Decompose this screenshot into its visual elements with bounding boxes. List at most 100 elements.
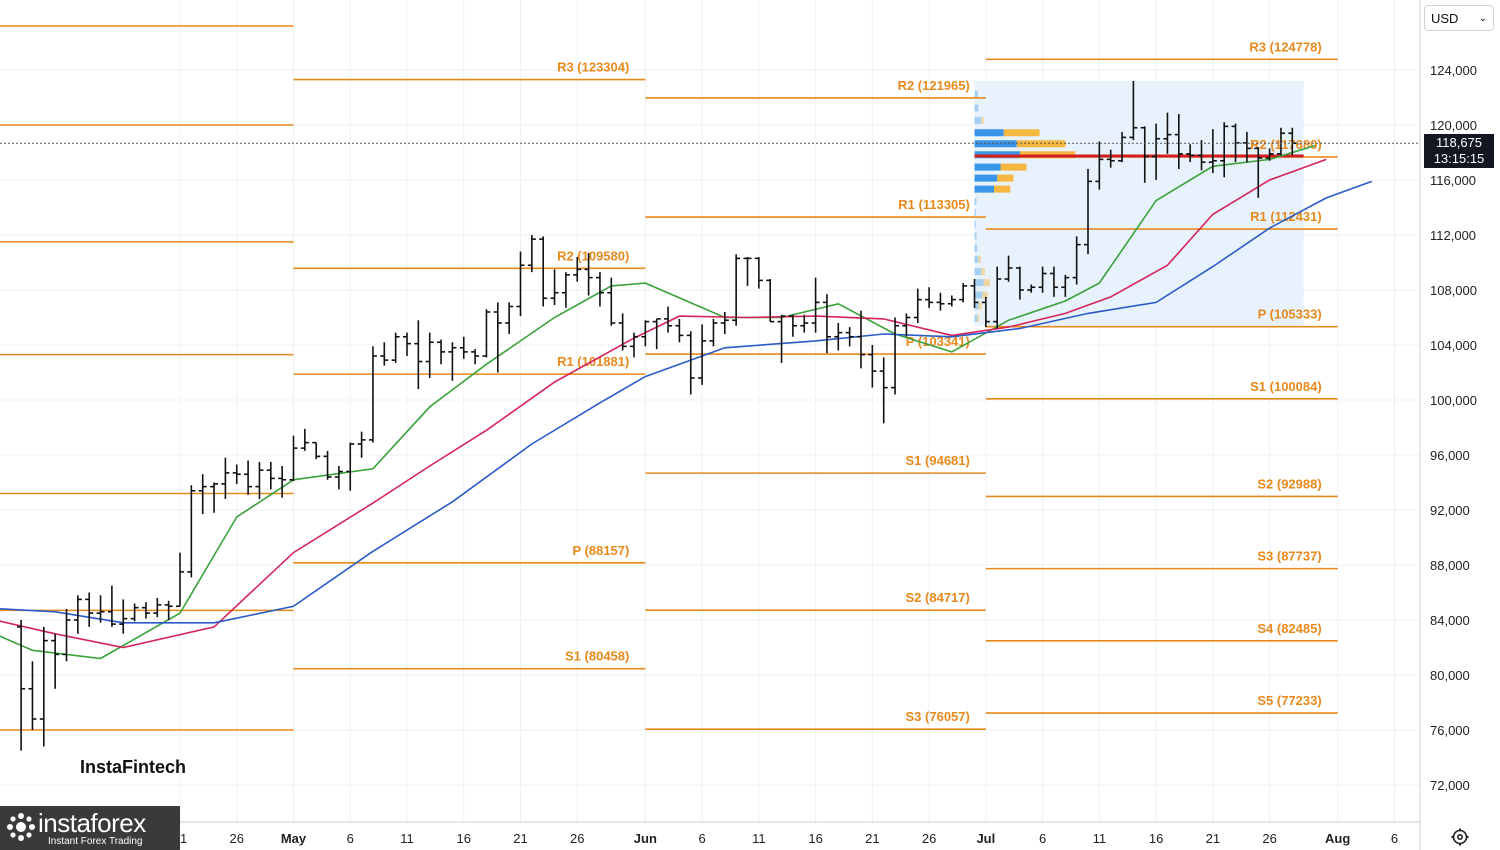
last-price-tag: 118,675 13:15:15 [1424, 134, 1494, 168]
x-tick-label: 11 [1093, 831, 1107, 846]
ohlc-bar [153, 598, 162, 618]
logo-name: instaforex [38, 808, 146, 838]
ohlc-bar [187, 485, 196, 578]
ohlc-bar [357, 431, 366, 458]
ohlc-bar [959, 283, 968, 303]
x-tick-label: 6 [698, 831, 705, 846]
volume-bin-buy [974, 140, 1017, 148]
x-tick-label: Jun [634, 831, 657, 846]
x-tick-label: 11 [752, 831, 766, 846]
pivot-label: R2 (121965) [898, 78, 970, 93]
x-tick-label: 6 [1039, 831, 1046, 846]
pivot-label: S2 (84717) [906, 590, 970, 605]
pivot-label: P (88157) [572, 543, 629, 558]
x-tick-label: 21 [513, 831, 527, 846]
ohlc-bar [743, 257, 752, 286]
settings-icon[interactable] [1450, 827, 1470, 847]
ohlc-bar [1276, 127, 1285, 156]
instaforex-logo-icon [7, 813, 35, 841]
ohlc-bar [403, 332, 411, 356]
volume-bin-sell [981, 268, 985, 276]
ohlc-bar [618, 313, 627, 351]
ohlc-bar [709, 318, 718, 347]
volume-bin-buy [974, 279, 984, 287]
x-tick-label: 26 [1262, 831, 1276, 846]
ohlc-bar [925, 287, 934, 308]
ohlc-bar [210, 482, 219, 513]
volume-bin-buy [974, 104, 979, 112]
x-tick-label: May [281, 831, 307, 846]
pivot-label: R1 (112431) [1250, 209, 1322, 224]
ohlc-bar [414, 320, 423, 389]
volume-bin-buy [974, 244, 978, 252]
pivot-label: R2 (109580) [557, 248, 629, 263]
ohlc-bar [550, 269, 559, 306]
ohlc-bar [232, 464, 241, 484]
watermark-instafintech: InstaFintech [80, 757, 187, 777]
currency-label: USD [1431, 10, 1459, 26]
pivot-label: S5 (77233) [1257, 693, 1321, 708]
pivot-label: S2 (92988) [1257, 476, 1321, 491]
ohlc-bar [675, 318, 684, 343]
ohlc-bar [1027, 284, 1036, 293]
ohlc-bar [28, 661, 37, 730]
y-tick-label: 108,000 [1430, 283, 1477, 298]
volume-bin-sell [977, 314, 980, 322]
volume-bin-buy [974, 185, 994, 193]
y-tick-label: 124,000 [1430, 63, 1477, 78]
volume-bin-buy [974, 116, 981, 124]
volume-bin-sell [994, 185, 1011, 193]
y-tick-label: 76,000 [1430, 723, 1470, 738]
ohlc-bar [913, 288, 922, 323]
ohlc-bar [947, 295, 956, 307]
ohlc-bar [868, 345, 877, 388]
ohlc-bar [505, 302, 514, 334]
y-tick-label: 116,000 [1430, 173, 1476, 188]
ohlc-bar [539, 236, 548, 307]
volume-bin-buy [974, 90, 978, 98]
x-tick-label: 26 [922, 831, 936, 846]
ohlc-bar [993, 266, 1002, 329]
y-tick-label: 72,000 [1430, 778, 1470, 793]
y-tick-label: 104,000 [1430, 338, 1477, 353]
volume-bin-sell [1016, 140, 1066, 148]
ohlc-bar [1106, 149, 1115, 168]
pivot-label: R3 (123304) [557, 60, 629, 75]
volume-bin-buy [974, 314, 978, 322]
pivot-label: P (103341) [906, 334, 970, 349]
ohlc-bar [176, 552, 184, 608]
ohlc-bar [1254, 147, 1263, 198]
ohlc-bar [17, 620, 26, 751]
ohlc-bar [936, 292, 945, 311]
currency-select[interactable]: USD ⌄ [1424, 5, 1494, 31]
ohlc-bar [1129, 81, 1138, 141]
ohlc-bar [686, 331, 695, 395]
plot-area[interactable]: R3 (123304) R2 (109580) R1 (101881) P (8815… [0, 0, 1420, 822]
ohlc-bar [970, 279, 979, 308]
pivot-label: P (105333) [1258, 307, 1322, 322]
ohlc-bar [289, 435, 298, 482]
volume-bin-buy [974, 232, 977, 240]
volume-bin-buy [974, 198, 977, 205]
y-tick-label: 120,000 [1430, 118, 1477, 133]
y-tick-label: 112,000 [1430, 228, 1476, 243]
pivot-label: S1 (80458) [565, 649, 629, 664]
pivot-label: S4 (82485) [1257, 621, 1321, 636]
ohlc-bar [857, 310, 865, 369]
pivot-label: S1 (94681) [906, 453, 970, 468]
ohlc-bar [244, 460, 253, 495]
x-tick-label: 16 [1149, 831, 1163, 846]
volume-bin-sell [983, 279, 991, 287]
ohlc-bar [1072, 236, 1081, 285]
pivot-label: S3 (87737) [1257, 549, 1321, 564]
ohlc-bar [1061, 274, 1070, 297]
x-tick-label: 6 [1391, 831, 1398, 846]
ohlc-bar [766, 279, 775, 323]
ohlc-bar [1004, 255, 1013, 282]
ohlc-bar [1049, 266, 1058, 297]
ohlc-bar [164, 600, 173, 620]
ohlc-bar [62, 609, 71, 662]
volume-profile-range [974, 81, 1304, 326]
x-tick-label: 11 [400, 831, 414, 846]
